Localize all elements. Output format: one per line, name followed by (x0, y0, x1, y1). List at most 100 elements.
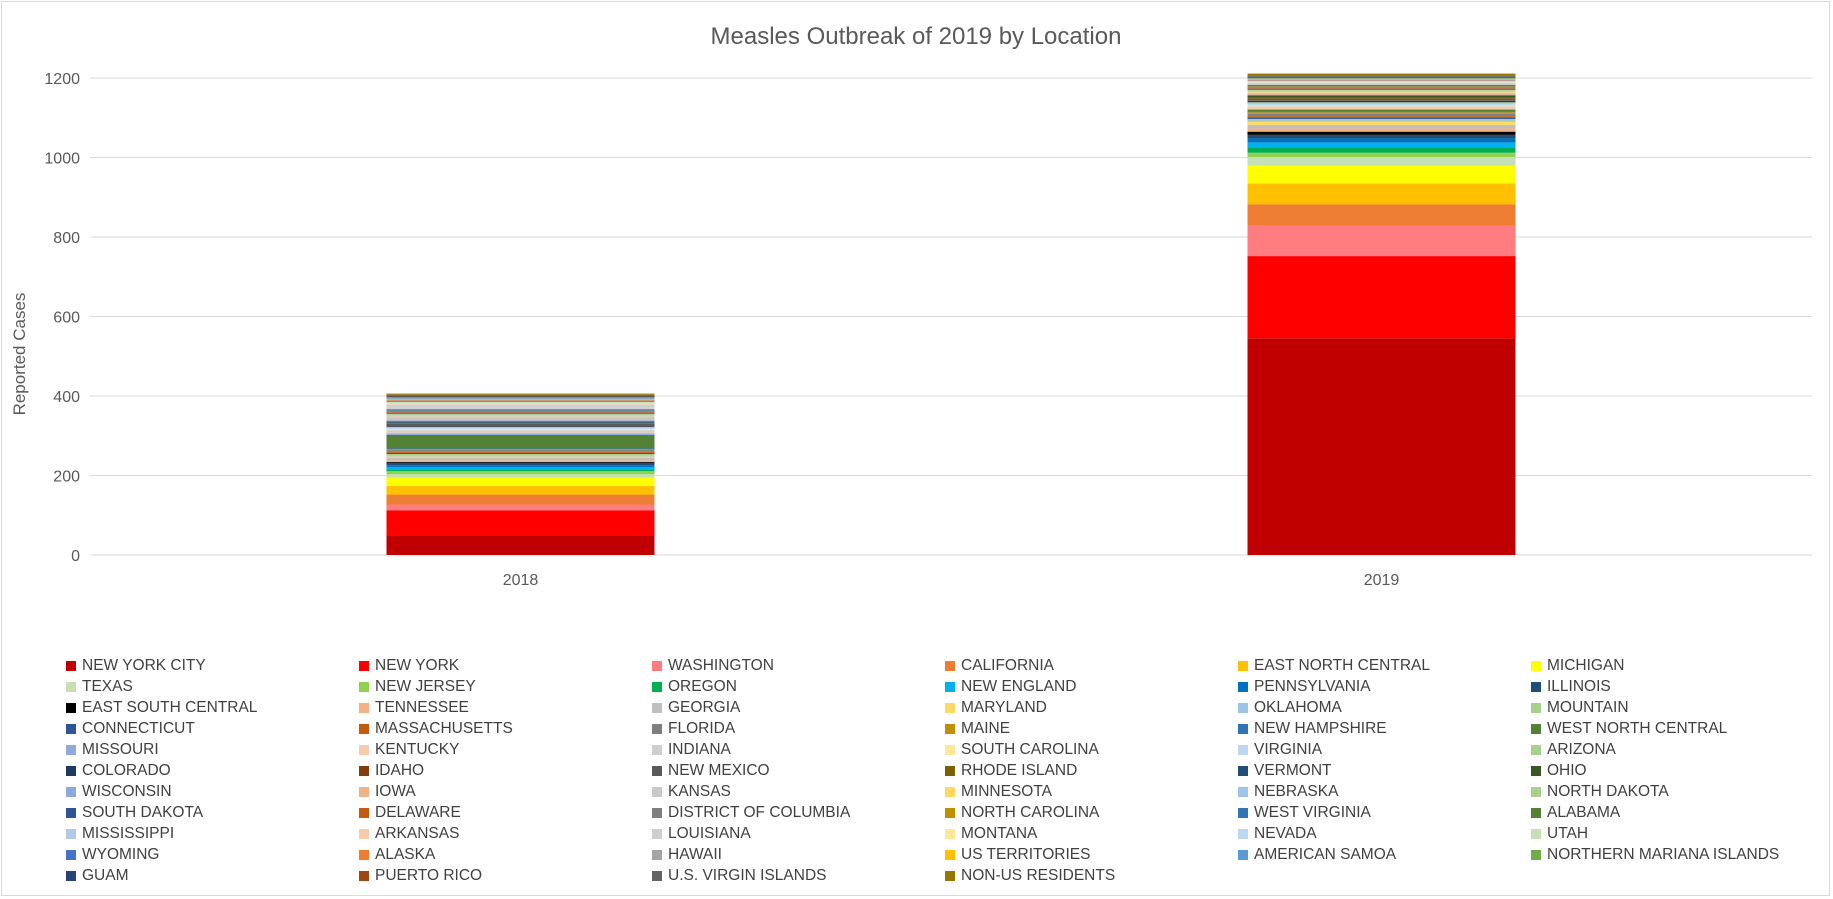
legend-swatch (1238, 702, 1248, 713)
bar-segment (1247, 106, 1516, 108)
legend-item: NEW ENGLAND (945, 676, 1076, 697)
bar-segment (386, 401, 655, 403)
legend-swatch (945, 660, 955, 671)
legend-item: ALABAMA (1531, 802, 1620, 823)
legend-label: NEW YORK (375, 656, 460, 674)
legend-swatch (652, 723, 662, 734)
legend-item: VIRGINIA (1238, 739, 1322, 760)
bar-segment (1247, 85, 1516, 87)
bar-segment (1247, 82, 1516, 84)
bar-segment (1247, 183, 1516, 205)
y-tick-label: 400 (53, 389, 80, 406)
bar-segment (1247, 121, 1516, 125)
bar-segment (386, 455, 655, 457)
legend-swatch (1531, 681, 1541, 692)
legend-swatch (652, 702, 662, 713)
legend-item: MASSACHUSETTS (359, 718, 513, 739)
legend-item: ARIZONA (1531, 739, 1616, 760)
legend-item: AMERICAN SAMOA (1238, 844, 1396, 865)
bar-segment (1247, 225, 1516, 257)
bar-segment (386, 395, 655, 397)
legend-item: FLORIDA (652, 718, 735, 739)
legend-swatch (1238, 681, 1248, 692)
y-tick-label: 1000 (44, 151, 80, 168)
legend-item: IDAHO (359, 760, 424, 781)
bar-segment (1247, 76, 1516, 78)
bar-segment (386, 413, 655, 415)
bar-segment (1247, 95, 1516, 98)
legend-item: EAST SOUTH CENTRAL (66, 697, 257, 718)
legend-label: U.S. VIRGIN ISLANDS (668, 866, 827, 884)
bar-segment (386, 396, 655, 398)
y-tick-label: 0 (71, 548, 80, 565)
legend-swatch (1238, 786, 1248, 797)
legend-label: TENNESSEE (375, 698, 469, 716)
legend-label: FLORIDA (668, 719, 736, 737)
bar-segment (386, 423, 655, 424)
bar-segment (1247, 93, 1516, 95)
bar-segment (386, 504, 655, 511)
bar-segment (1247, 118, 1516, 121)
legend-label: NEW JERSEY (375, 677, 476, 695)
bar-segment (1247, 88, 1516, 90)
legend-label: PUERTO RICO (375, 866, 483, 884)
legend-label: NEW ENGLAND (961, 677, 1077, 695)
legend-swatch (1531, 702, 1541, 713)
legend-swatch (1531, 744, 1541, 755)
legend-item: GEORGIA (652, 697, 740, 718)
bar-segment (386, 422, 655, 424)
legend-swatch (945, 807, 955, 818)
bar-segment (386, 420, 655, 422)
bar-segment (1247, 109, 1516, 112)
bar-segment (386, 409, 655, 411)
bar-segment (386, 471, 655, 475)
legend-label: ALASKA (375, 845, 436, 863)
legend-label: DISTRICT OF COLUMBIA (668, 803, 851, 821)
bar-segment (1247, 87, 1516, 89)
bar-segment (386, 451, 655, 453)
legend-label: KANSAS (668, 782, 731, 800)
bars (386, 73, 1516, 555)
legend-swatch (359, 807, 369, 818)
legend-label: WEST NORTH CENTRAL (1547, 719, 1728, 737)
legend-label: NEW YORK CITY (82, 656, 206, 674)
legend-swatch (66, 828, 76, 839)
legend-label: MISSISSIPPI (82, 824, 175, 842)
legend-item: DISTRICT OF COLUMBIA (652, 802, 850, 823)
bar-segment (1247, 134, 1516, 139)
legend-label: ARIZONA (1547, 740, 1616, 758)
bar-segment (1247, 73, 1516, 76)
legend-label: CALIFORNIA (961, 656, 1055, 674)
legend-item: NEW HAMPSHIRE (1238, 718, 1387, 739)
legend-label: MINNESOTA (961, 782, 1052, 800)
legend-swatch (359, 744, 369, 755)
legend-label: NEBRASKA (1254, 782, 1339, 800)
legend-swatch (1238, 723, 1248, 734)
bar-segment (386, 414, 655, 416)
bar-segment (1247, 86, 1516, 88)
legend-item: NEBRASKA (1238, 781, 1338, 802)
legend-item: NEW MEXICO (652, 760, 770, 781)
legend-swatch (1238, 660, 1248, 671)
legend-label: SOUTH CAROLINA (961, 740, 1099, 758)
legend-swatch (359, 681, 369, 692)
legend-item: NORTHERN MARIANA ISLANDS (1531, 844, 1779, 865)
bar-segment (386, 460, 655, 462)
legend-label: GEORGIA (668, 698, 741, 716)
legend-label: AMERICAN SAMOA (1254, 845, 1397, 863)
legend-swatch (1531, 723, 1541, 734)
bar-segment (386, 402, 655, 404)
legend-label: DELAWARE (375, 803, 461, 821)
legend-item: NEW JERSEY (359, 676, 476, 697)
bar-segment (1247, 138, 1516, 143)
legend-item: ALASKA (359, 844, 435, 865)
legend-item: ARKANSAS (359, 823, 459, 844)
legend-swatch (359, 765, 369, 776)
bar-segment (1247, 84, 1516, 86)
legend-item: MARYLAND (945, 697, 1047, 718)
bar-segment (386, 398, 655, 400)
legend-label: RHODE ISLAND (961, 761, 1078, 779)
bar-segment (1247, 256, 1516, 339)
bar-segment (1247, 100, 1516, 103)
legend-swatch (652, 828, 662, 839)
